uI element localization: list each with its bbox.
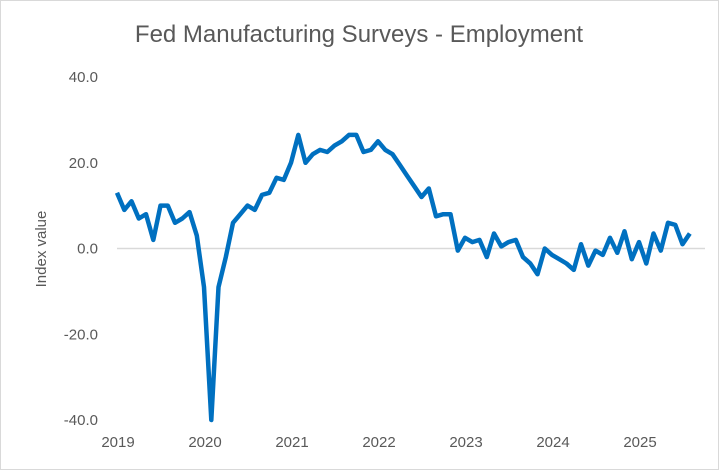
- x-tick-label: 2023: [449, 434, 482, 451]
- x-tick-label: 2024: [536, 434, 569, 451]
- chart-title: Fed Manufacturing Surveys - Employment: [135, 21, 584, 48]
- x-tick-label: 2019: [101, 434, 134, 451]
- y-tick-label: -40.0: [64, 412, 98, 429]
- y-tick-label: 20.0: [69, 155, 98, 172]
- x-tick-label: 2025: [623, 434, 656, 451]
- x-tick-label: 2022: [362, 434, 395, 451]
- y-tick-label: -20.0: [64, 326, 98, 343]
- x-tick-label: 2020: [188, 434, 221, 451]
- x-tick-label: 2021: [275, 434, 308, 451]
- y-tick-label: 0.0: [77, 241, 98, 258]
- y-axis-label: Index value: [33, 211, 50, 288]
- series-line-employment: [114, 132, 692, 423]
- y-tick-label: 40.0: [69, 69, 98, 86]
